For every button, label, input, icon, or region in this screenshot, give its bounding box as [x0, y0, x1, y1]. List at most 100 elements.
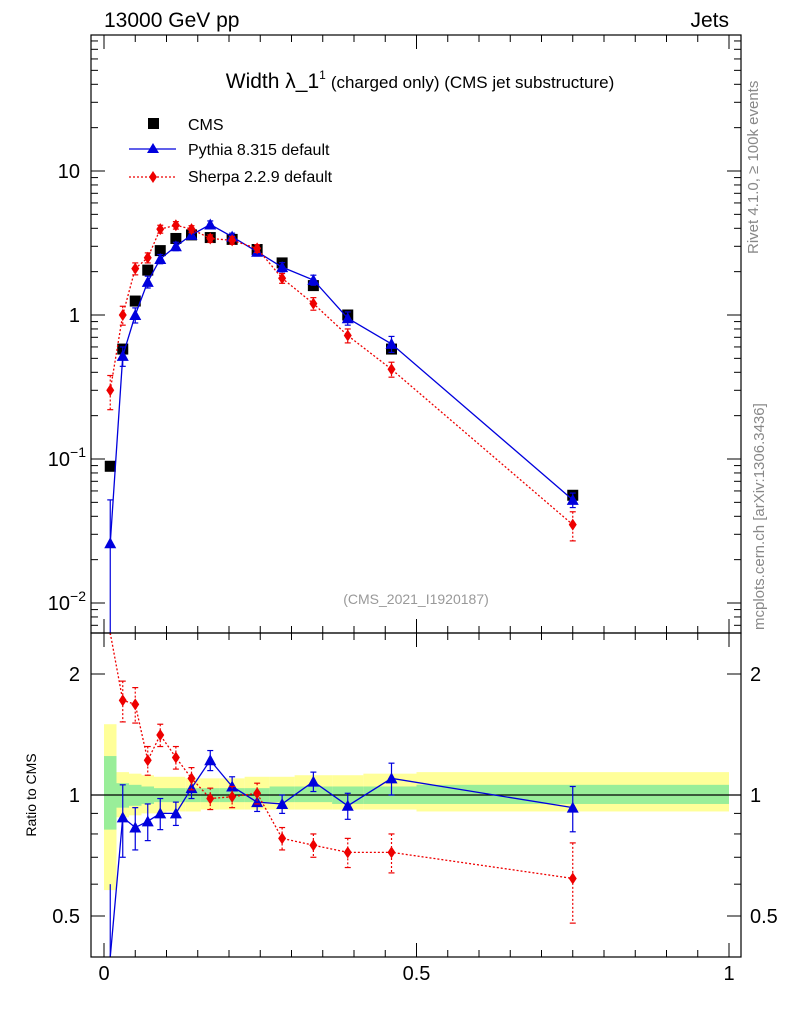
legend-entry-cms: CMS — [148, 117, 224, 134]
header-right: Jets — [690, 9, 729, 32]
series-diamond — [106, 219, 577, 542]
point-marker-pythia — [141, 275, 154, 287]
point-marker-pythia — [154, 252, 167, 264]
point-marker-sherpa — [278, 832, 287, 845]
point-marker-sherpa — [228, 790, 237, 803]
point-marker-pythia — [307, 775, 320, 787]
series-line-diamond — [109, 632, 573, 880]
point-marker-sherpa — [118, 309, 127, 321]
ratio-band-inner — [104, 756, 117, 830]
point-marker-cms — [154, 245, 166, 257]
point-marker-sherpa — [253, 242, 262, 255]
series-line-triangle — [109, 223, 574, 544]
point-marker-sherpa — [309, 839, 318, 852]
series-square — [104, 229, 579, 501]
point-marker-sherpa — [206, 792, 215, 805]
ratio-ticks — [91, 633, 741, 957]
ratio-x-tick-labels: 0 0.5 1 — [98, 963, 734, 985]
point-marker-pythia — [307, 274, 320, 286]
point-marker-sherpa — [187, 772, 196, 785]
main-title-suffix: (charged only) (CMS jet substructure) — [331, 73, 614, 92]
point-marker-pythia — [276, 797, 289, 809]
ratio-y-tick-label-left: 2 — [69, 664, 80, 686]
point-marker-sherpa — [156, 729, 165, 742]
point-marker-sherpa — [387, 363, 396, 376]
point-marker-pythia — [104, 537, 117, 549]
point-marker-pythia — [129, 821, 142, 833]
legend-entry-sherpa: Sherpa 2.2.9 default — [129, 169, 333, 186]
main-title-text: Width λ_1 — [226, 70, 319, 93]
ratio-y-tick-label-left: 1 — [69, 785, 80, 807]
ratio-bands — [104, 724, 729, 891]
point-marker-sherpa — [143, 754, 152, 767]
side-label-bottom: mcplots.cern.ch [arXiv:1306.3436] — [751, 403, 768, 630]
series-line-diamond — [109, 224, 574, 526]
point-marker-sherpa — [106, 384, 115, 397]
point-marker-sherpa — [131, 698, 140, 711]
point-marker-cms — [104, 460, 116, 472]
point-marker-pythia — [169, 240, 182, 252]
ratio-panel: 2 21 10.5 0.5 0 0.5 1 Ratio to CMS — [23, 632, 778, 985]
point-marker-sherpa — [131, 262, 140, 275]
point-marker-sherpa — [343, 846, 352, 859]
main-ticks — [91, 35, 741, 633]
point-marker-pythia — [169, 807, 182, 819]
point-marker-sherpa — [171, 219, 180, 232]
legend-label-sherpa: Sherpa 2.2.9 default — [188, 169, 333, 186]
point-marker-pythia — [341, 312, 354, 324]
point-marker-cms — [142, 264, 154, 276]
side-label-top: Rivet 4.1.0, ≥ 100k events — [745, 81, 762, 254]
point-marker-pythia — [276, 261, 289, 273]
point-marker-sherpa — [143, 251, 152, 264]
point-marker-pythia — [129, 309, 142, 320]
main-y-tick-label-exp: −2 — [70, 588, 86, 604]
ratio-x-tick-label: 0 — [98, 963, 109, 985]
main-y-tick-label-base: 1 — [69, 305, 80, 327]
ratio-y-tick-labels: 2 2 1 1 0.5 0.5 — [52, 664, 778, 928]
point-marker-pythia — [116, 811, 129, 823]
point-marker-pythia — [566, 493, 579, 505]
point-marker-pythia — [385, 337, 398, 349]
ratio-x-tick-label: 1 — [723, 963, 734, 985]
point-marker-pythia — [385, 772, 398, 784]
main-panel: Width λ_11 (charged only) (CMS jet substr… — [48, 34, 742, 634]
legend-label-cms: CMS — [188, 117, 224, 134]
point-marker-pythia — [141, 815, 154, 827]
header-left: 13000 GeV pp — [104, 9, 239, 32]
main-title: Width λ_11 (charged only) (CMS jet substr… — [226, 68, 615, 93]
legend: CMS Pythia 8.315 default Sherpa 2.2.9 de… — [129, 117, 333, 186]
ratio-series — [109, 632, 579, 958]
legend-marker-sherpa — [149, 171, 157, 183]
point-marker-pythia — [116, 349, 129, 361]
point-marker-pythia — [204, 754, 217, 766]
point-marker-pythia — [341, 799, 354, 811]
point-marker-sherpa — [228, 234, 237, 247]
main-y-tick-label: 1 — [69, 305, 80, 327]
main-y-tick-label: 10−1 — [48, 444, 86, 471]
series-triangle — [109, 749, 579, 958]
point-marker-sherpa — [171, 751, 180, 764]
point-marker-sherpa — [278, 272, 287, 285]
legend-marker-cms — [148, 118, 159, 129]
point-marker-sherpa — [206, 232, 215, 245]
series-diamond — [109, 632, 577, 924]
point-marker-pythia — [566, 801, 579, 813]
main-y-tick-label: 10 — [58, 161, 80, 183]
ratio-band-inner — [269, 786, 295, 803]
point-marker-sherpa — [253, 787, 262, 800]
series-triangle — [104, 218, 579, 633]
ratio-y-tick-label-right: 0.5 — [750, 906, 778, 928]
point-marker-sherpa — [309, 297, 318, 310]
ratio-band-inner — [294, 786, 333, 803]
point-marker-sherpa — [387, 846, 396, 859]
main-y-tick-label-base: 10 — [58, 161, 80, 183]
legend-label-pythia: Pythia 8.315 default — [188, 142, 330, 159]
main-y-tick-label-base: 10 — [48, 593, 70, 615]
main-title-sup: 1 — [319, 68, 326, 82]
point-marker-sherpa — [568, 518, 577, 531]
main-y-tick-label-exp: −1 — [70, 444, 86, 460]
legend-marker-pythia — [147, 143, 159, 153]
ratio-y-tick-label-right: 1 — [750, 785, 761, 807]
point-marker-sherpa — [568, 872, 577, 885]
